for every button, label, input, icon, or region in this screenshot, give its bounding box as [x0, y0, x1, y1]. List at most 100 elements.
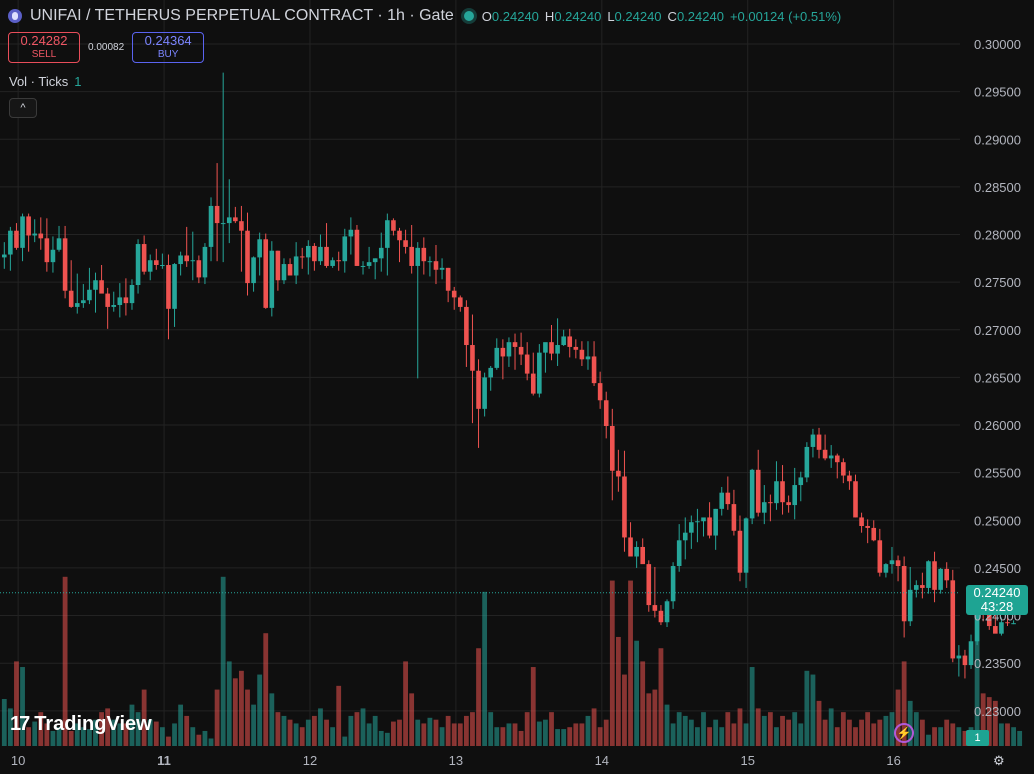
volume-bar [883, 715, 889, 746]
sell-button[interactable]: 0.24282 SELL [8, 32, 80, 63]
volume-bar [688, 719, 694, 746]
buy-button[interactable]: 0.24364 BUY [132, 32, 205, 63]
volume-bar [378, 730, 384, 746]
volume-bar [439, 727, 445, 746]
volume-bar [859, 719, 864, 746]
candle-body [543, 342, 548, 353]
candle-body [476, 370, 481, 409]
volume-bar [245, 689, 250, 746]
volume-bar [93, 719, 98, 746]
candle-body [628, 537, 633, 557]
candle-body [147, 260, 153, 272]
candle-body [664, 601, 670, 623]
volume-bar [530, 667, 536, 746]
candle-body [26, 216, 31, 236]
candle-body [421, 247, 427, 262]
volume-bar [445, 715, 451, 746]
volume-bar [275, 712, 281, 746]
candle-body [245, 230, 250, 284]
price-tick-label: 0.26000 [974, 418, 1021, 433]
candle-body [372, 258, 378, 263]
page-badge[interactable]: 1 [966, 730, 989, 746]
volume-bar [780, 715, 785, 746]
volume-bar [737, 708, 743, 746]
candle-body [828, 455, 834, 459]
price-tick-label: 0.25500 [974, 466, 1021, 481]
time-tick-label: 12 [303, 753, 317, 768]
volume-bar [853, 727, 858, 746]
candle-body [932, 561, 937, 590]
volume-bar [172, 723, 177, 746]
volume-bar [524, 712, 530, 746]
candle-body [731, 504, 737, 531]
sell-price: 0.24282 [20, 33, 68, 48]
candle-body [348, 229, 354, 237]
candle-body [518, 346, 524, 355]
candle-body [834, 455, 840, 463]
candle-body [397, 230, 402, 241]
candle-body [275, 250, 281, 281]
volume-bar [488, 712, 494, 746]
candle-body [141, 244, 147, 272]
candle-body [336, 260, 341, 262]
candle-body [208, 205, 214, 247]
candle-body [555, 345, 560, 354]
volume-bar [555, 729, 560, 746]
candle-body [257, 239, 262, 258]
tradingview-mark-icon: 17 [10, 713, 30, 735]
volume-indicator-legend[interactable]: Vol · Ticks 1 [9, 74, 81, 89]
candle-body [999, 622, 1004, 634]
candle-body [342, 236, 348, 262]
ohlc-close: C0.24240 [667, 8, 724, 24]
volume-bar [1, 699, 7, 746]
volume-bar [38, 712, 44, 746]
volume-bar [451, 723, 457, 746]
volume-bar [318, 708, 323, 746]
candle-body [567, 336, 573, 347]
candle-body [579, 349, 585, 360]
candle-body [695, 521, 700, 523]
collapse-legend-button[interactable]: ^ [9, 98, 37, 118]
volume-bar [129, 704, 135, 746]
volume-bar [324, 719, 329, 746]
volume-bar [372, 715, 378, 746]
volume-bar [1011, 727, 1016, 746]
candle-body [445, 267, 451, 291]
volume-bar [500, 727, 506, 746]
volume-bar [26, 727, 32, 746]
time-axis[interactable]: 10 11 12 13 14 15 16 [11, 753, 901, 768]
volume-bar [907, 700, 913, 746]
tradingview-logo[interactable]: 17 TradingView [10, 713, 152, 736]
volume-bar [597, 727, 603, 746]
volume-bar [342, 736, 348, 746]
candle-body [871, 527, 877, 541]
lightning-icon[interactable]: ⚡ [894, 723, 914, 743]
candle-body [591, 356, 597, 384]
candle-body [281, 264, 287, 281]
candle-body [20, 216, 25, 248]
symbol-title[interactable]: UNIFAI / TETHERUS PERPETUAL CONTRACT · 1… [30, 7, 454, 24]
volume-bar [919, 719, 925, 746]
volume-bar [713, 719, 719, 746]
candle-body [737, 530, 743, 573]
volume-bar [506, 723, 512, 746]
candle-body [202, 246, 208, 278]
candle-body [755, 469, 761, 513]
time-tick-label: 15 [741, 753, 755, 768]
candle-body [938, 568, 943, 590]
candle-body [105, 293, 110, 307]
candle-body [403, 240, 408, 247]
volume-bar [603, 719, 609, 746]
gear-icon[interactable]: ⚙ [993, 753, 1005, 768]
volume-bar [822, 719, 828, 746]
candle-body [129, 285, 135, 304]
volume-bar [263, 633, 269, 746]
candle-body [190, 260, 196, 262]
price-axis[interactable]: 0.30000 0.29500 0.29000 0.28500 0.28000 0.275… [974, 37, 1021, 719]
volume-bar [731, 723, 737, 746]
candle-body [622, 476, 627, 538]
candle-body [2, 254, 7, 258]
volume-bar [80, 727, 86, 746]
